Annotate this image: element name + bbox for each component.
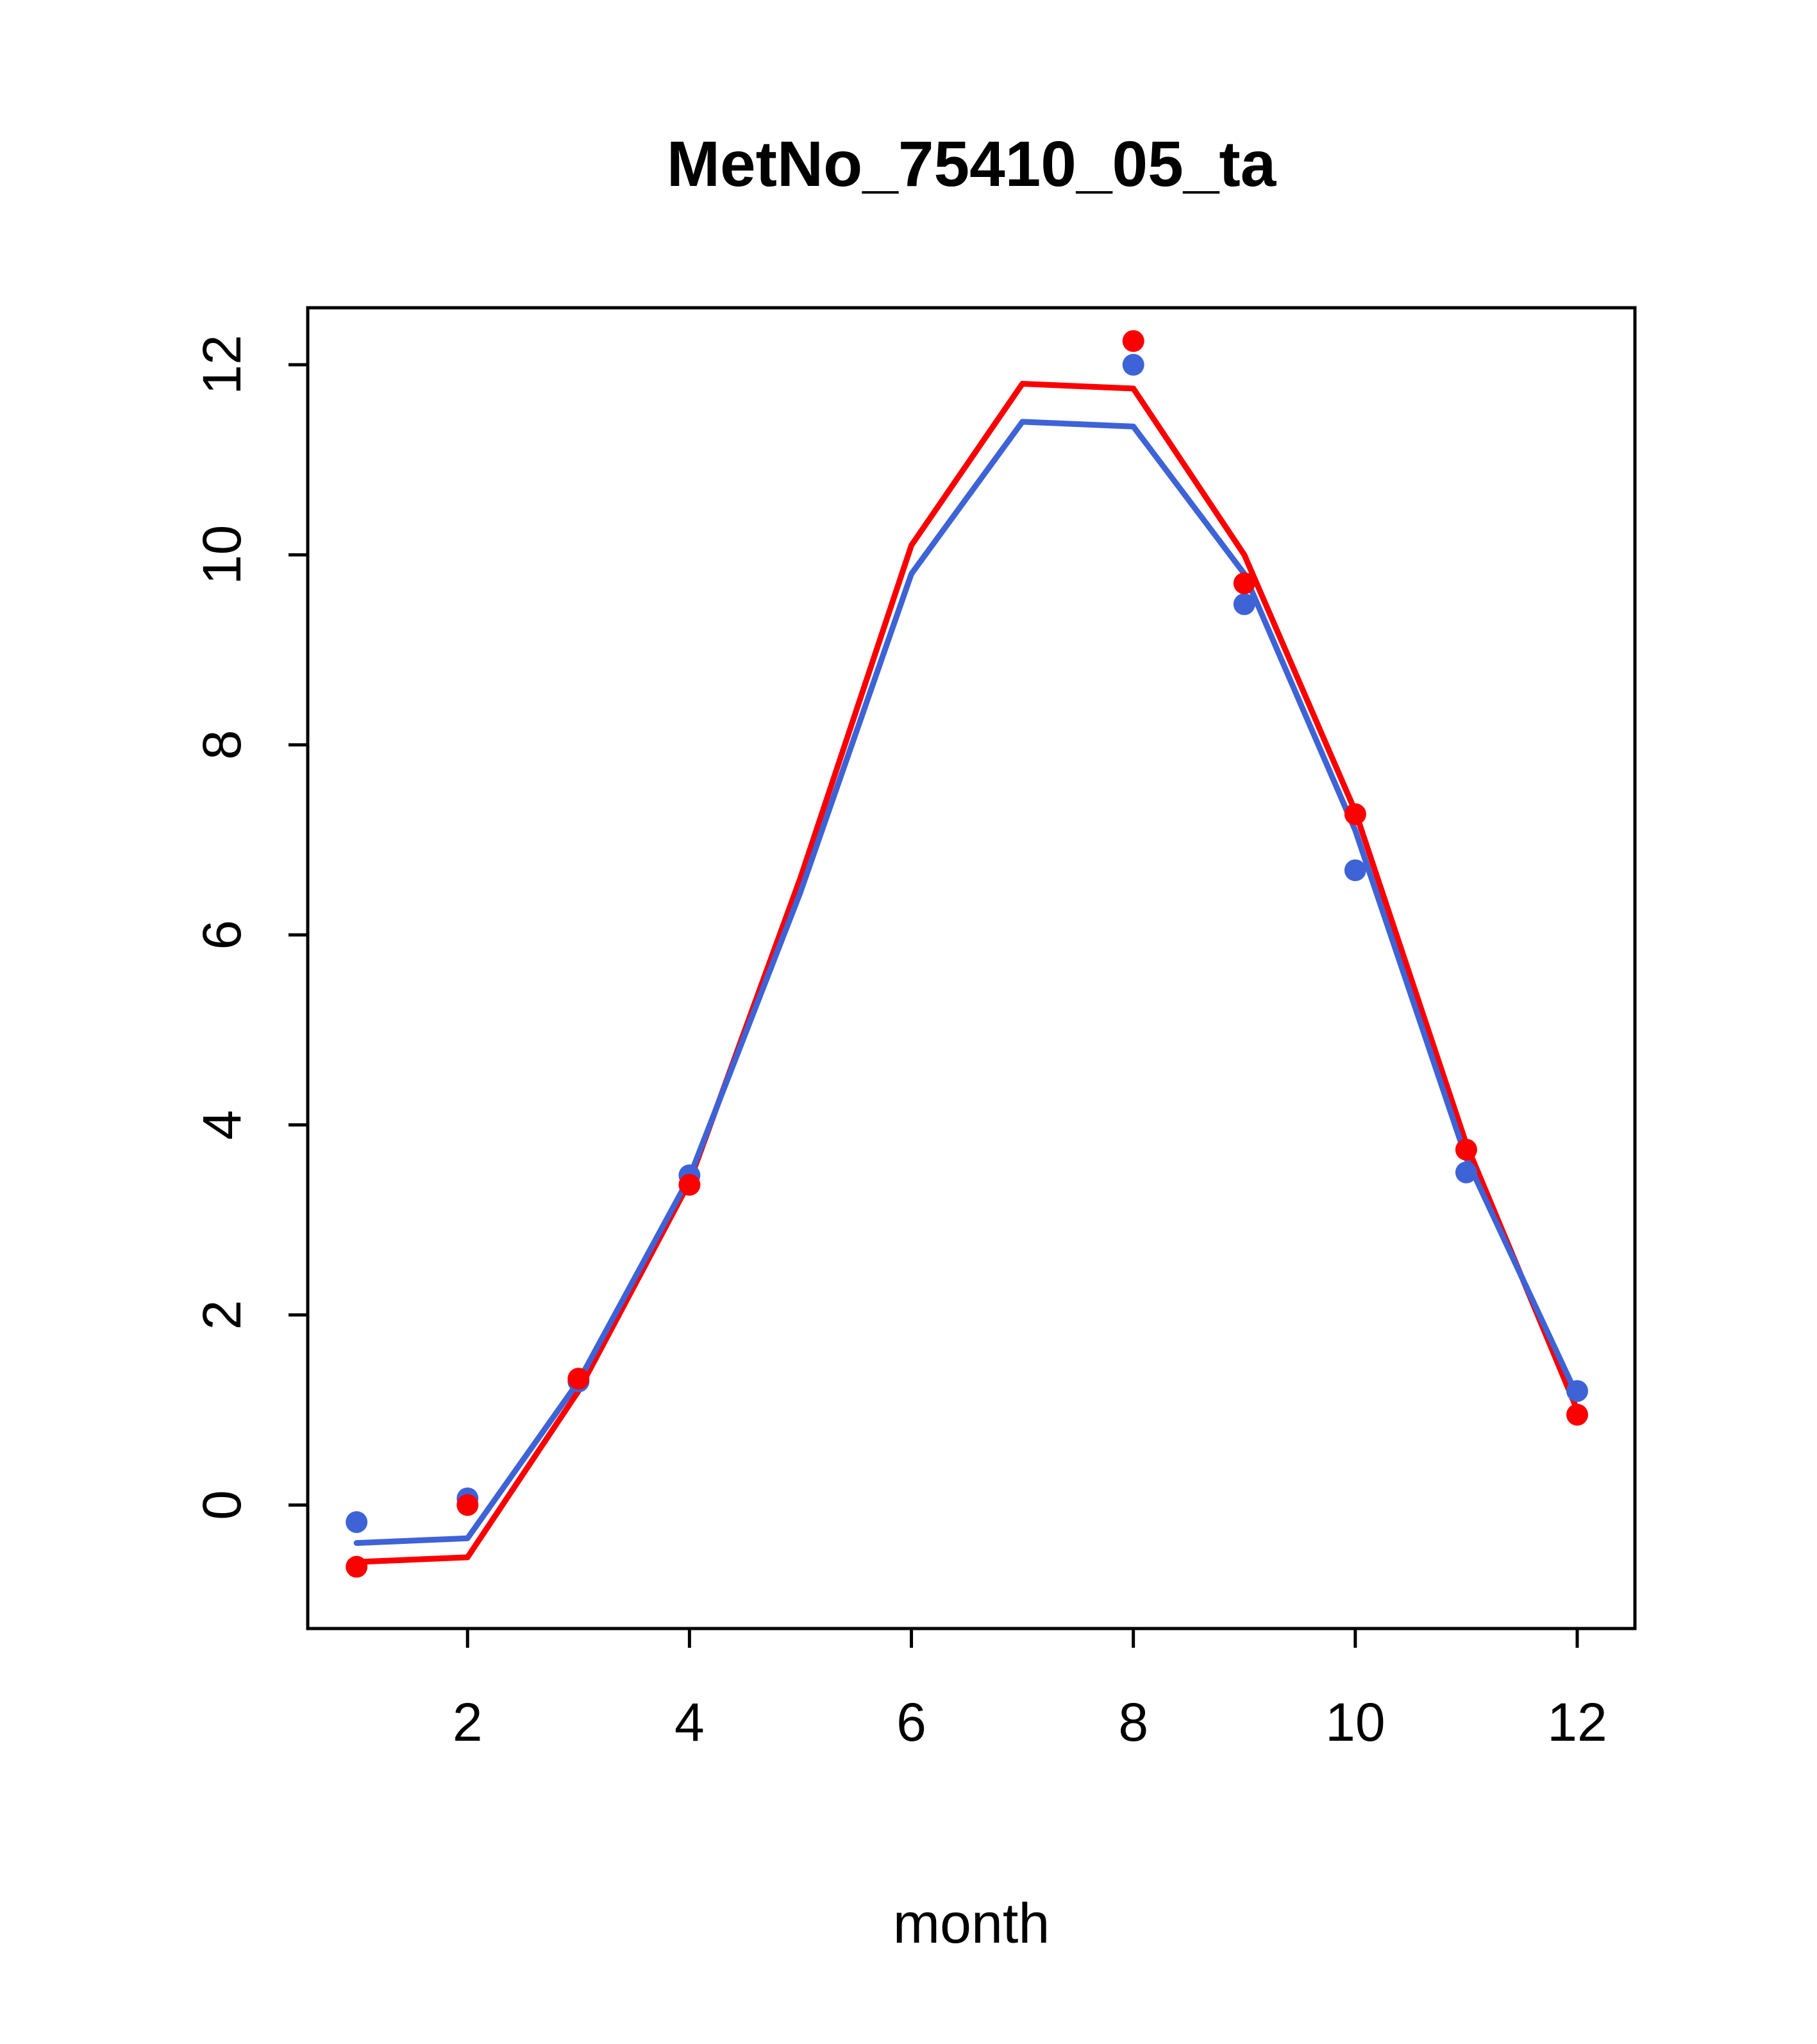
x-tick-label: 8 bbox=[1118, 1692, 1148, 1752]
blue-points bbox=[1344, 859, 1366, 882]
red-points bbox=[678, 1173, 701, 1196]
blue-points bbox=[1233, 593, 1255, 616]
red-points bbox=[1122, 330, 1144, 352]
x-axis-label: month bbox=[893, 1891, 1050, 1955]
y-tick-label: 4 bbox=[192, 1110, 252, 1140]
red-points bbox=[456, 1494, 479, 1516]
x-tick-label: 6 bbox=[896, 1692, 926, 1752]
x-tick-label: 10 bbox=[1325, 1692, 1385, 1752]
x-tick-label: 12 bbox=[1547, 1692, 1607, 1752]
x-tick-label: 2 bbox=[453, 1692, 483, 1752]
red-points bbox=[1566, 1403, 1588, 1426]
y-tick-label: 10 bbox=[192, 525, 252, 585]
red-points bbox=[1455, 1139, 1477, 1161]
plot-box bbox=[306, 306, 1637, 1630]
red-points bbox=[346, 1555, 368, 1578]
blue-points bbox=[1566, 1380, 1588, 1402]
red-points bbox=[1344, 803, 1366, 825]
y-tick-label: 0 bbox=[192, 1490, 252, 1520]
chart-title: MetNo_75410_05_ta bbox=[667, 128, 1277, 200]
y-tick-label: 12 bbox=[192, 335, 252, 394]
blue-points bbox=[1455, 1161, 1477, 1184]
x-tick-label: 4 bbox=[674, 1692, 705, 1752]
y-tick-label: 6 bbox=[192, 920, 252, 950]
y-tick-label: 2 bbox=[192, 1300, 252, 1330]
blue-line bbox=[353, 419, 1580, 1546]
data-series bbox=[346, 330, 1588, 1578]
blue-points bbox=[1122, 353, 1144, 376]
red-points bbox=[1233, 572, 1255, 594]
y-tick-label: 8 bbox=[192, 730, 252, 760]
blue-points bbox=[346, 1511, 368, 1534]
axes: 2 4 6 8 10 12 0 2 4 6 8 10 12 bbox=[192, 335, 1607, 1752]
red-points bbox=[567, 1368, 590, 1390]
red-line bbox=[353, 381, 1580, 1565]
